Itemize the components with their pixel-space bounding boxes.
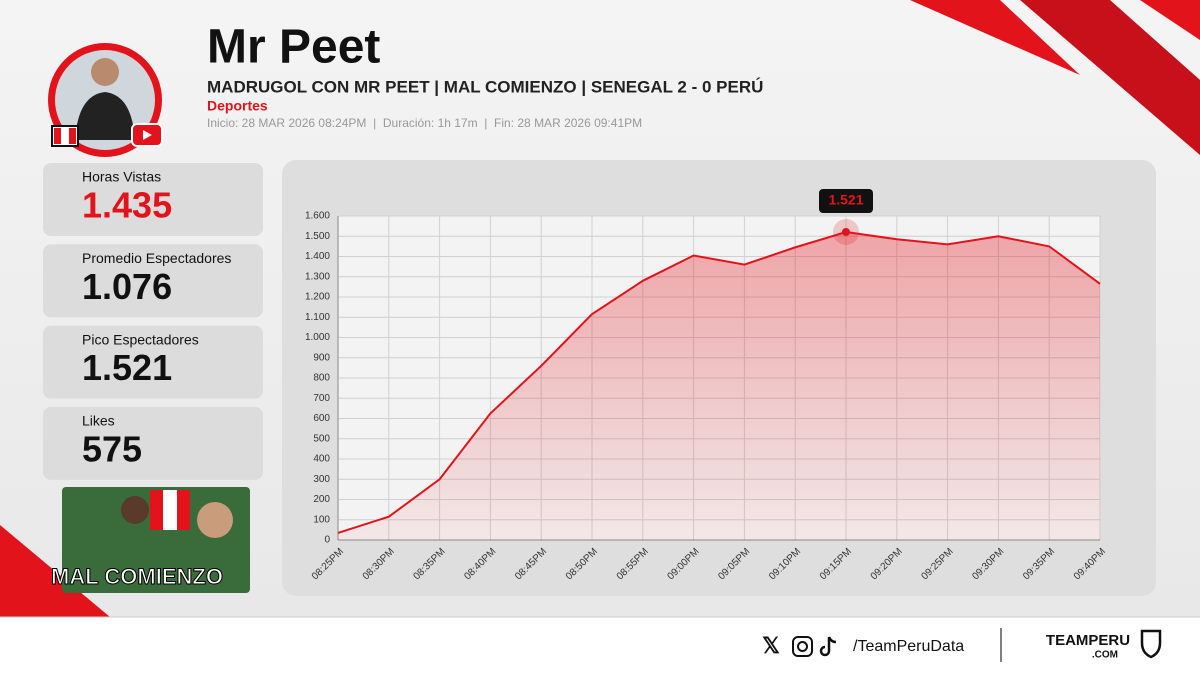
y-tick-label: 800 [313,373,330,384]
thumbnail [121,496,149,524]
y-tick-label: 1.100 [305,312,330,323]
footer [0,617,1200,675]
stat-label: Horas Vistas [82,169,161,185]
stat-value: 575 [82,428,142,469]
flag-icon [69,128,76,144]
y-tick-label: 0 [324,535,330,546]
info: Inicio: 28 MAR 2026 08:24PM | Duración: … [207,116,642,130]
area-fill [338,231,1100,540]
decoration [1140,0,1200,40]
y-tick-label: 100 [313,514,330,525]
y-tick-label: 900 [313,352,330,363]
decoration [1020,0,1200,155]
tiktok-icon [819,636,837,657]
y-tick-label: 1.600 [305,211,330,222]
youtube-icon [143,130,152,140]
y-tick-label: 700 [313,393,330,404]
stat-value: 1.435 [82,185,172,226]
stat-value: 1.521 [82,347,172,388]
title: Mr Peet [207,21,380,74]
flag-icon [54,128,61,144]
stat-label: Promedio Espectadores [82,250,231,266]
brand: TEAMPERU [1046,632,1130,649]
decoration [0,525,110,617]
peak-point [842,227,850,236]
y-tick-label: 600 [313,413,330,424]
y-tick-label: 300 [313,474,330,485]
instagram-icon [797,641,808,652]
tooltip [819,188,873,213]
brand-icon [1140,629,1162,659]
avatar [75,92,135,140]
avatar [91,58,119,86]
y-tick-label: 200 [313,494,330,505]
y-tick-label: 1.000 [305,332,330,343]
category: Deportes [207,98,268,114]
y-tick-label: 400 [313,454,330,465]
decoration [910,0,1080,75]
y-tick-label: 500 [313,433,330,444]
subtitle: MADRUGOL CON MR PEET | MAL COMIENZO | SE… [207,77,763,96]
thumbnail [197,502,233,538]
stat-label: Likes [82,413,115,429]
stat-card [43,406,263,480]
y-tick-label: 1.200 [305,292,330,303]
x-icon: 𝕏 [762,633,780,658]
handle: /TeamPeruData [853,638,964,655]
stat-card [43,244,263,318]
thumbnail-text: MAL COMIENZO [51,564,223,589]
y-tick-label: 1.300 [305,271,330,282]
brand-suffix: .COM [1092,650,1118,661]
y-tick-label: 1.500 [305,231,330,242]
value-label: 1.521 [828,192,863,208]
stat-label: Pico Espectadores [82,331,199,347]
y-tick-label: 1.400 [305,251,330,262]
stat-value: 1.076 [82,266,172,307]
stat-card [43,325,263,399]
line [337,230,1101,534]
instagram-icon [792,636,813,657]
stat-card [43,163,263,236]
thumbnail [163,490,177,530]
